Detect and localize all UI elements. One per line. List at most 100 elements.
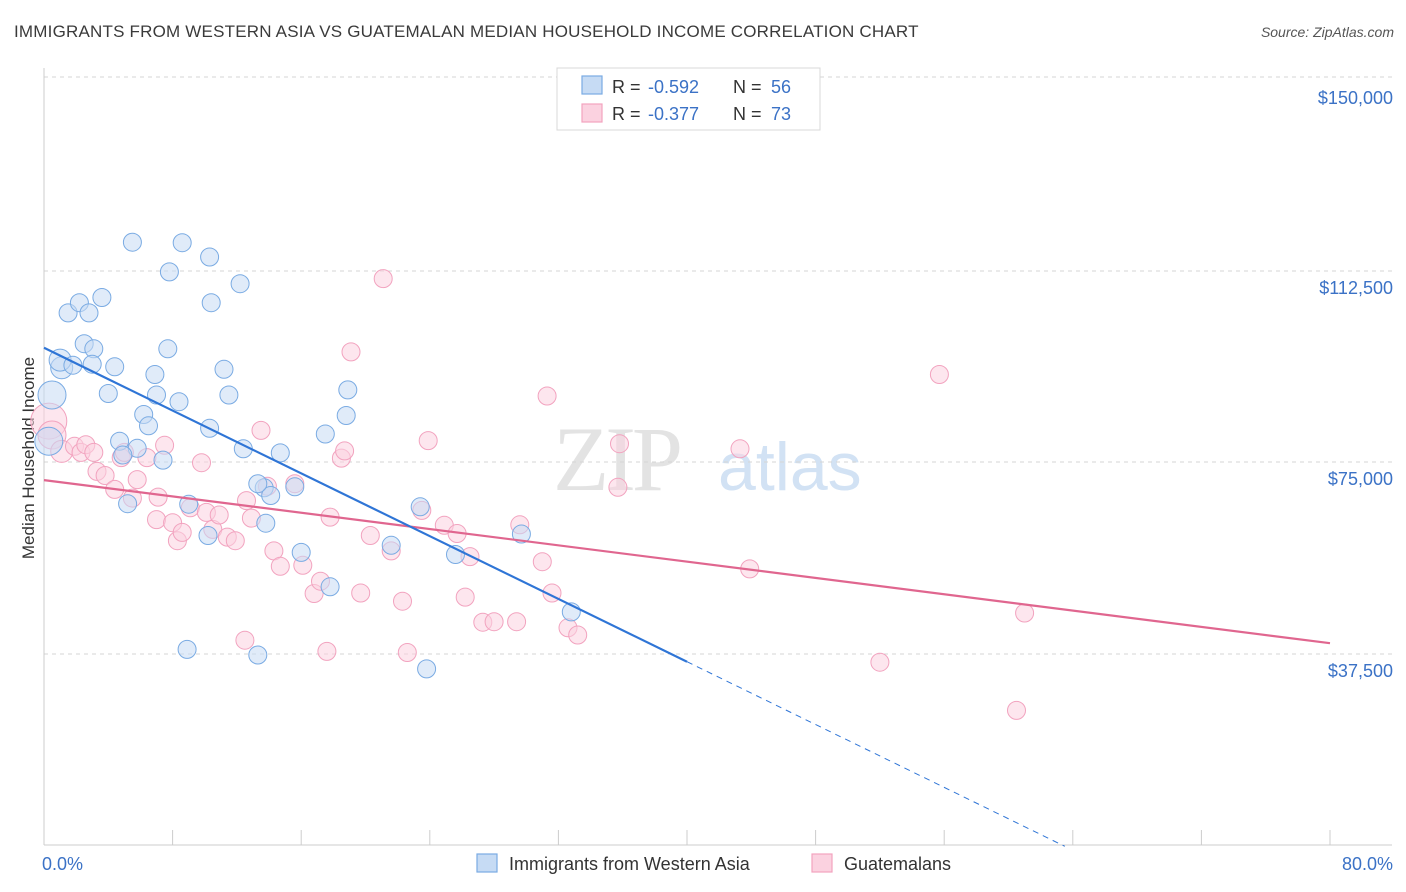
guatemalans-point-64 bbox=[608, 477, 628, 497]
western-asia-point-13 bbox=[159, 262, 179, 282]
legend-r-label-pink: R = bbox=[612, 104, 641, 124]
y-tick-label-37500: $37,500 bbox=[1328, 661, 1393, 681]
bottom-legend-swatch-pink bbox=[811, 853, 833, 873]
guatemalans-point-8 bbox=[95, 466, 115, 485]
western-asia-point-32 bbox=[153, 450, 173, 470]
watermark: ZIP atlas bbox=[553, 408, 862, 510]
guatemalans-point-72 bbox=[1007, 700, 1026, 720]
chart-source: Source: ZipAtlas.com bbox=[1260, 24, 1394, 40]
guatemalans-point-44 bbox=[360, 526, 380, 545]
bottom-legend: Immigrants from Western Asia Guatemalans bbox=[476, 853, 951, 874]
western-asia-point-44 bbox=[285, 477, 305, 497]
guatemalans-point-41 bbox=[335, 441, 355, 461]
western-asia-point-42 bbox=[261, 486, 281, 505]
legend-r-value-blue: -0.592 bbox=[648, 77, 699, 97]
western-asia-point-46 bbox=[291, 542, 311, 562]
y-tick-label-112500: $112,500 bbox=[1319, 278, 1393, 298]
western-asia-point-43 bbox=[248, 474, 268, 494]
guatemalans-point-70 bbox=[929, 365, 949, 384]
western-asia-point-12 bbox=[172, 233, 192, 253]
guatemalans-point-15 bbox=[147, 510, 166, 530]
western-asia-point-54 bbox=[248, 645, 268, 665]
western-asia-point-25 bbox=[219, 385, 239, 405]
western-asia-point-47 bbox=[320, 577, 340, 597]
western-asia-point-19 bbox=[98, 384, 118, 403]
western-asia-point-31 bbox=[113, 445, 133, 465]
western-asia-point-24 bbox=[214, 359, 234, 379]
western-asia-point-38 bbox=[118, 494, 138, 514]
trend-line-western-asia bbox=[43, 346, 688, 663]
bottom-legend-label-blue: Immigrants from Western Asia bbox=[509, 854, 751, 874]
western-asia-point-1 bbox=[37, 380, 67, 410]
guatemalans-point-33 bbox=[270, 556, 290, 576]
western-asia-point-34 bbox=[270, 443, 290, 463]
y-tick-labels: $150,000 $112,500 $75,000 $37,500 bbox=[1318, 88, 1393, 681]
western-asia-point-20 bbox=[145, 365, 165, 384]
y-tick-label-150000: $150,000 bbox=[1318, 88, 1393, 108]
guatemalans-point-22 bbox=[192, 453, 211, 473]
western-asia-point-14 bbox=[200, 247, 220, 267]
guatemalans-point-53 bbox=[455, 587, 475, 607]
guatemalans-point-16 bbox=[148, 487, 168, 507]
chart-title: IMMIGRANTS FROM WESTERN ASIA VS GUATEMAL… bbox=[14, 22, 919, 41]
western-asia-point-35 bbox=[315, 424, 335, 444]
guatemalans-point-50 bbox=[418, 431, 438, 451]
western-asia-point-45 bbox=[256, 513, 276, 533]
legend-swatch-pink bbox=[581, 103, 603, 123]
guatemalans-point-13 bbox=[127, 470, 147, 490]
western-asia-point-8 bbox=[79, 303, 99, 323]
guatemalans-point-59 bbox=[532, 552, 552, 572]
guatemalans-point-38 bbox=[317, 641, 337, 661]
western-asia-point-49 bbox=[410, 497, 430, 517]
western-asia-point-36 bbox=[338, 380, 358, 400]
western-asia-point-10 bbox=[92, 288, 112, 307]
guatemalans-point-62 bbox=[568, 625, 588, 645]
guatemalans-point-65 bbox=[537, 386, 557, 406]
western-asia-point-48 bbox=[381, 535, 401, 555]
bottom-legend-label-pink: Guatemalans bbox=[844, 854, 951, 874]
guatemalans-point-68 bbox=[235, 630, 255, 650]
series-immigrants-western-asia bbox=[34, 232, 581, 679]
legend-swatch-blue bbox=[581, 75, 603, 95]
guatemalans-point-27 bbox=[225, 531, 245, 551]
guatemalans-point-56 bbox=[484, 612, 504, 632]
legend-n-label-blue: N = bbox=[733, 77, 762, 97]
trend-lines bbox=[43, 346, 1331, 847]
guatemalans-point-47 bbox=[393, 591, 412, 611]
guatemalans-point-48 bbox=[397, 643, 417, 662]
bottom-legend-swatch-blue bbox=[476, 853, 498, 873]
guatemalans-point-43 bbox=[351, 583, 371, 603]
western-asia-point-51 bbox=[511, 524, 531, 544]
guatemalans-point-20 bbox=[172, 522, 192, 542]
x-ticks bbox=[43, 830, 1331, 845]
y-axis-label: Median Household Income bbox=[19, 357, 38, 559]
guatemalans-point-25 bbox=[209, 505, 229, 525]
y-tick-label-75000: $75,000 bbox=[1328, 469, 1393, 489]
guatemalans-point-58 bbox=[507, 612, 527, 632]
legend-r-value-pink: -0.377 bbox=[648, 104, 699, 124]
western-asia-point-22 bbox=[147, 385, 166, 405]
western-asia-point-55 bbox=[417, 659, 437, 679]
western-asia-point-11 bbox=[122, 232, 142, 252]
western-asia-point-53 bbox=[177, 639, 197, 659]
guatemalans-point-30 bbox=[251, 420, 271, 440]
western-asia-point-18 bbox=[105, 357, 125, 377]
trend-line-western-asia-extension bbox=[686, 661, 1066, 847]
guatemalans-point-63 bbox=[610, 434, 629, 454]
gridlines bbox=[44, 76, 1392, 655]
western-asia-point-21 bbox=[158, 339, 178, 359]
guatemalans-point-45 bbox=[373, 269, 393, 289]
western-asia-point-37 bbox=[336, 406, 356, 425]
top-legend: R = -0.592 N = 56 R = -0.377 N = 73 bbox=[556, 67, 821, 131]
x-tick-label-min: 0.0% bbox=[42, 854, 83, 874]
guatemalans-point-71 bbox=[1015, 603, 1035, 623]
x-tick-label-max: 80.0% bbox=[1342, 854, 1393, 874]
trend-line-guatemalans bbox=[43, 479, 1331, 645]
legend-n-label-pink: N = bbox=[733, 104, 762, 124]
guatemalans-point-6 bbox=[84, 442, 104, 462]
western-asia-point-15 bbox=[201, 293, 221, 313]
western-asia-point-16 bbox=[230, 274, 250, 294]
legend-n-value-pink: 73 bbox=[771, 104, 791, 124]
western-asia-point-0 bbox=[34, 426, 64, 456]
